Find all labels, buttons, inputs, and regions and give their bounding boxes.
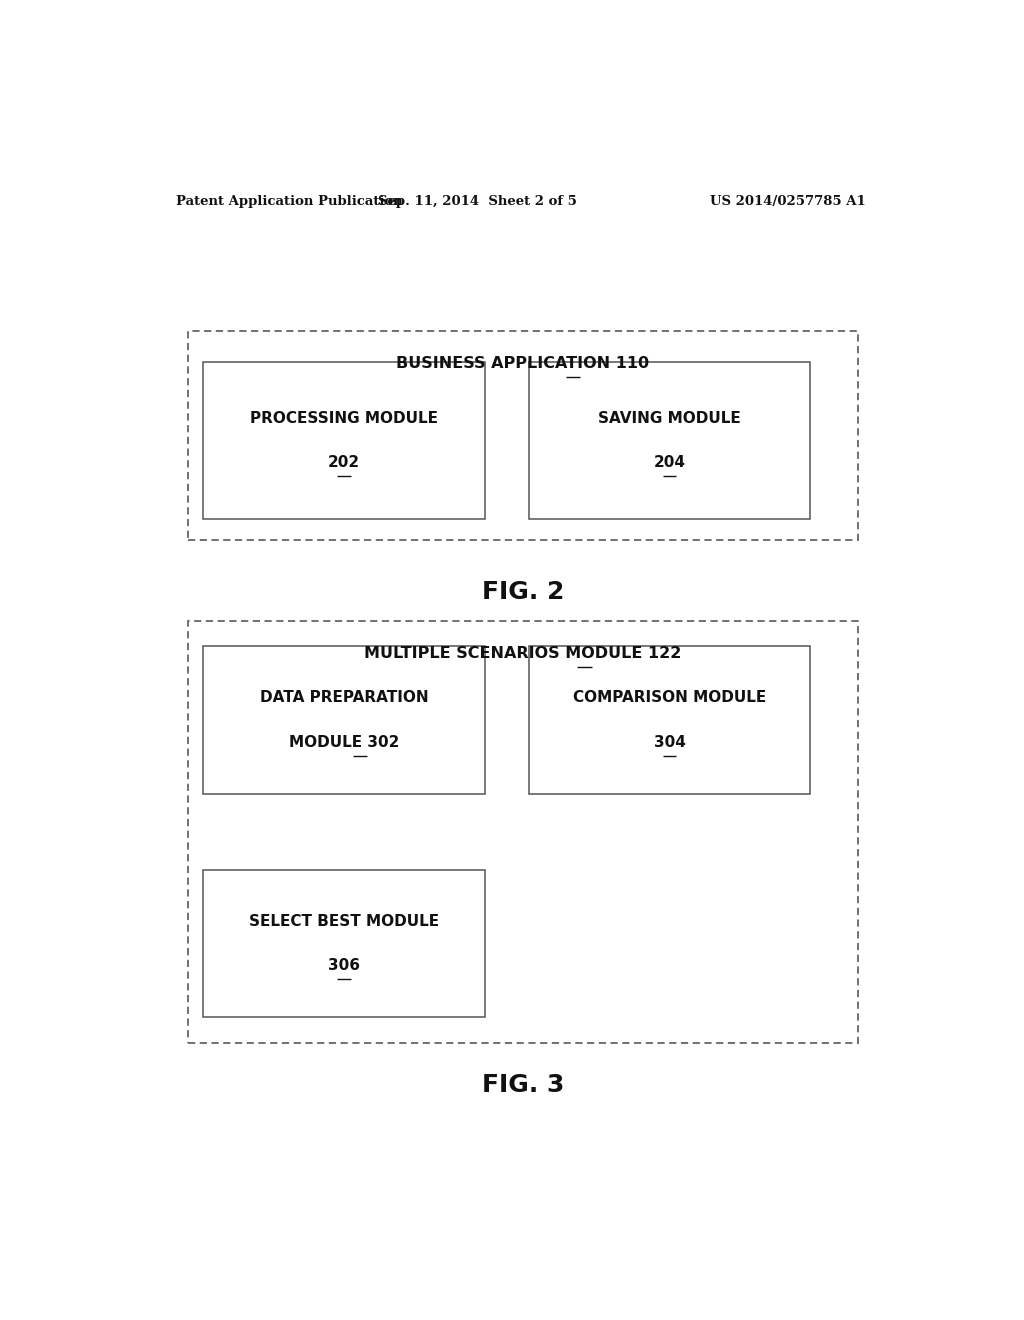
Text: 202: 202 xyxy=(329,455,360,470)
Text: SELECT BEST MODULE: SELECT BEST MODULE xyxy=(249,913,439,929)
Bar xyxy=(204,647,485,793)
Text: FIG. 2: FIG. 2 xyxy=(481,581,564,605)
Text: Patent Application Publication: Patent Application Publication xyxy=(176,194,402,207)
Text: 306: 306 xyxy=(329,958,360,973)
Bar xyxy=(528,647,811,793)
Text: Sep. 11, 2014  Sheet 2 of 5: Sep. 11, 2014 Sheet 2 of 5 xyxy=(378,194,577,207)
Text: BUSINESS APPLICATION 110: BUSINESS APPLICATION 110 xyxy=(396,356,649,371)
Text: PROCESSING MODULE: PROCESSING MODULE xyxy=(250,411,438,425)
Text: 304: 304 xyxy=(653,735,686,750)
Text: FIG. 3: FIG. 3 xyxy=(481,1073,564,1097)
Bar xyxy=(204,870,485,1018)
Text: COMPARISON MODULE: COMPARISON MODULE xyxy=(573,690,766,705)
Bar xyxy=(204,362,485,519)
Text: DATA PREPARATION: DATA PREPARATION xyxy=(260,690,429,705)
Bar xyxy=(187,620,858,1043)
Bar xyxy=(187,331,858,540)
Text: 204: 204 xyxy=(653,455,686,470)
Bar xyxy=(528,362,811,519)
Text: MULTIPLE SCENARIOS MODULE 122: MULTIPLE SCENARIOS MODULE 122 xyxy=(365,645,682,661)
Text: SAVING MODULE: SAVING MODULE xyxy=(598,411,741,425)
Text: US 2014/0257785 A1: US 2014/0257785 A1 xyxy=(711,194,866,207)
Text: MODULE 302: MODULE 302 xyxy=(289,735,399,750)
